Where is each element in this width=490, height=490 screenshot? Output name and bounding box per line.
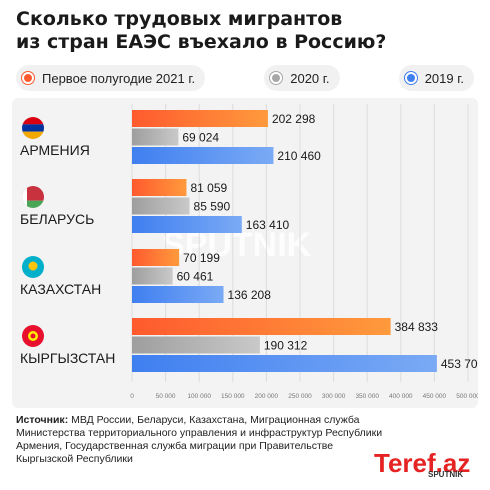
- x-tick-label: 50 000: [156, 393, 176, 400]
- data-label-2021: 81 059: [190, 181, 227, 195]
- bar-2021: [132, 249, 180, 266]
- armenia-flag-icon: [22, 117, 44, 139]
- teref-logo: Teref.az SPUTNIK: [374, 448, 470, 479]
- bar-2019: [132, 355, 437, 372]
- legend-dot-2021: [22, 72, 34, 84]
- data-label-2020: 85 590: [194, 200, 231, 214]
- flag-stripe: [22, 124, 44, 132]
- flag-tunduk: [30, 333, 36, 339]
- bar-2019: [132, 216, 242, 233]
- legend-item-2020: 2020 г.: [264, 65, 340, 91]
- bar-2021: [132, 318, 391, 335]
- legend-label-2019: 2019 г.: [424, 70, 464, 86]
- data-label-2019: 453 702: [441, 357, 478, 371]
- x-tick-label: 350 000: [355, 393, 379, 400]
- x-tick-label: 300 000: [322, 393, 346, 400]
- bar-2020: [132, 336, 260, 354]
- bar-2019: [132, 286, 224, 303]
- legend-label-2020: 2020 г.: [290, 70, 330, 86]
- x-tick-label: 250 000: [288, 393, 312, 400]
- bar-2020: [132, 197, 190, 215]
- data-label-2019: 163 410: [246, 218, 290, 232]
- x-tick-label: 400 000: [389, 393, 413, 400]
- legend-dot-2020: [270, 72, 283, 84]
- data-label-2019: 136 208: [228, 288, 272, 302]
- legend-item-2019: 2019 г.: [398, 65, 474, 91]
- data-label-2019: 210 460: [277, 149, 321, 163]
- bar-2021: [132, 179, 187, 196]
- source-text: МВД России, Беларуси, Казахстана, Миграц…: [16, 414, 383, 465]
- x-tick-label: 100 000: [187, 393, 211, 400]
- chart-title: Сколько трудовых мигрантов из стран ЕАЭС…: [16, 8, 476, 54]
- flag-ornament: [22, 186, 27, 208]
- x-tick-label: 0: [130, 393, 134, 400]
- chart-title-line-2: из стран ЕАЭС въехало в Россию?: [16, 31, 387, 53]
- chart-area: SPUTNIK 0 50 000 100 000 150 000 200 000 250 0…: [12, 98, 478, 408]
- flag-stripe: [22, 117, 44, 125]
- x-tick-label: 450 000: [423, 393, 447, 400]
- category-label: АРМЕНИЯ: [20, 142, 90, 158]
- belarus-flag-icon: [22, 186, 44, 208]
- data-label-2020: 69 024: [182, 131, 219, 145]
- category-label: БЕЛАРУСЬ: [20, 211, 94, 227]
- legend-item-2021: Первое полугодие 2021 г.: [16, 65, 206, 91]
- flag-stripe: [22, 131, 44, 139]
- kazakhstan-flag-icon: [22, 256, 44, 278]
- category-label: КЫРГЫЗСТАН: [20, 350, 115, 366]
- data-label-2021: 384 833: [395, 320, 439, 334]
- x-tick-label: 200 000: [255, 393, 279, 400]
- x-tick-label: 150 000: [221, 393, 245, 400]
- legend-label-2021: Первое полугодие 2021 г.: [42, 70, 196, 86]
- bar-2019: [132, 147, 274, 164]
- bar-2020: [132, 267, 173, 285]
- chart-title-line-1: Сколько трудовых мигрантов: [16, 8, 343, 30]
- category-label: КАЗАХСТАН: [20, 281, 101, 297]
- data-label-2020: 190 312: [264, 339, 308, 353]
- data-label-2020: 60 461: [177, 270, 214, 284]
- teref-logo-text: Teref.az: [374, 448, 470, 478]
- data-label-2021: 202 298: [272, 112, 316, 126]
- chart-legend: Первое полугодие 2021 г. 2020 г. 2019 г.: [16, 64, 474, 92]
- x-tick-label: 500 000: [456, 393, 478, 400]
- flag-sun: [28, 261, 38, 271]
- bar-2020: [132, 128, 179, 146]
- source-label: Источник:: [16, 414, 69, 426]
- flag-stripe: [22, 186, 44, 201]
- data-label-2021: 70 199: [183, 251, 220, 265]
- flag-stripe: [22, 200, 44, 208]
- bar-2021: [132, 110, 268, 127]
- legend-dot-2019: [404, 72, 417, 84]
- sputnik-logo-text: SPUTNIK: [428, 470, 463, 479]
- source-note: Источник: МВД России, Беларуси, Казахста…: [16, 414, 386, 466]
- kyrgyzstan-flag-icon: [22, 325, 44, 347]
